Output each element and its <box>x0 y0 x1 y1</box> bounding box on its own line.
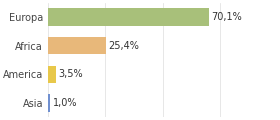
Bar <box>48 66 56 83</box>
Text: 1,0%: 1,0% <box>52 98 77 108</box>
Text: 3,5%: 3,5% <box>58 69 83 79</box>
Bar <box>48 94 50 111</box>
Bar <box>48 9 209 26</box>
Bar <box>48 37 106 54</box>
Text: 70,1%: 70,1% <box>211 12 242 22</box>
Text: 25,4%: 25,4% <box>108 41 139 51</box>
